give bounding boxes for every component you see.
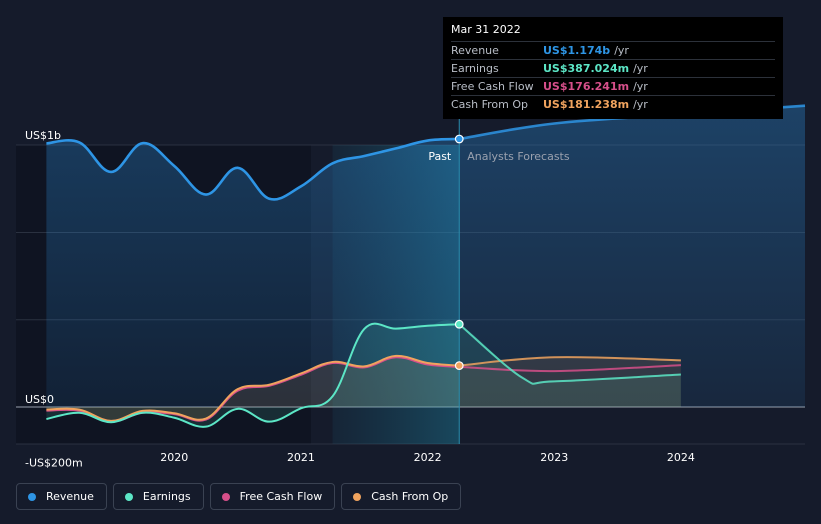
earnings-area [46, 320, 681, 427]
legend-item-free-cash-flow[interactable]: Free Cash Flow [209, 483, 336, 510]
tooltip-value: US$1.174b [543, 44, 611, 57]
earnings-forecast-line [458, 323, 681, 385]
tooltip-value: US$181.238m [543, 98, 630, 111]
x-tick-label: 2024 [667, 451, 695, 464]
cash-from-op-line [46, 354, 460, 422]
cursor-markers [454, 134, 464, 371]
legend-item-cash-from-op[interactable]: Cash From Op [341, 483, 462, 510]
tooltip-row-earnings: Earnings US$387.024m /yr [451, 59, 775, 77]
x-tick-label: 2023 [540, 451, 568, 464]
x-tick-label: 2022 [414, 451, 442, 464]
legend-label: Free Cash Flow [239, 490, 323, 503]
tooltip-row-cash-from-op: Cash From Op US$181.238m /yr [451, 95, 775, 113]
legend-dot-icon [124, 492, 133, 501]
tooltip-label: Earnings [451, 62, 499, 75]
legend-dot-icon [28, 492, 36, 501]
free-cash-flow-forecast-line [459, 364, 681, 373]
forecast-region-label: Analysts Forecasts [467, 150, 570, 163]
tooltip-unit: /yr [633, 62, 648, 75]
legend-dot-icon [221, 492, 230, 501]
tooltip-date: Mar 31 2022 [451, 23, 521, 36]
tooltip-label: Revenue [451, 44, 499, 57]
y-axis-label: US$0 [25, 393, 54, 406]
tooltip-label: Cash From Op [451, 98, 529, 111]
legend-item-earnings[interactable]: Earnings [112, 483, 204, 510]
y-axis-labels: US$1b US$0 -US$200m [25, 129, 83, 469]
revenue-marker [454, 134, 464, 144]
tooltip-row-revenue: Revenue US$1.174b /yr [451, 41, 775, 59]
cash-from-op-forecast-line [459, 356, 681, 367]
tooltip-value: US$176.241m [543, 80, 630, 93]
tooltip-value: US$387.024m [543, 62, 630, 75]
legend: Revenue Earnings Free Cash Flow Cash Fro… [16, 483, 462, 510]
legend-label: Earnings [142, 490, 191, 503]
tooltip-unit: /yr [633, 98, 648, 111]
y-axis-label: -US$200m [25, 456, 83, 469]
cash-from-op-area [46, 355, 681, 421]
series-areas [46, 105, 806, 427]
data-tooltip: Mar 31 2022 Revenue US$1.174b /yr Earnin… [443, 17, 783, 119]
y-axis-label: US$1b [25, 129, 61, 142]
legend-item-revenue[interactable]: Revenue [16, 483, 107, 510]
x-tick-label: 2021 [287, 451, 315, 464]
tooltip-row-free-cash-flow: Free Cash Flow US$176.241m /yr [451, 77, 775, 95]
legend-label: Cash From Op [371, 490, 449, 503]
x-tick-label: 2020 [160, 451, 188, 464]
tooltip-unit: /yr [633, 80, 648, 93]
legend-dot-icon [353, 492, 362, 501]
tooltip-label: Free Cash Flow [451, 80, 534, 93]
tooltip-unit: /yr [614, 44, 629, 57]
revenue-area [46, 105, 806, 407]
past-region-label: Past [428, 150, 452, 163]
cash-from-op-marker [454, 361, 464, 371]
earnings-marker [454, 319, 464, 329]
earnings-line [46, 322, 460, 428]
x-axis-ticks: 2020 2021 2022 2023 2024 [160, 451, 695, 464]
legend-label: Revenue [46, 490, 94, 503]
revenue-line [46, 137, 460, 201]
